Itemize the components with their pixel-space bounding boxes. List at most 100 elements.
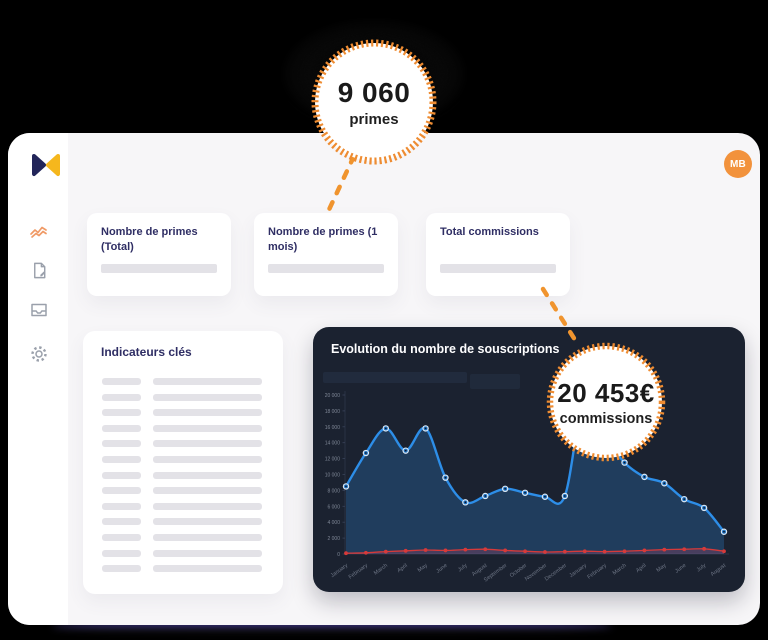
indicator-skeleton-row (83, 406, 283, 422)
y-tick-label: 2 000 (327, 536, 340, 542)
data-point-core (683, 498, 686, 501)
data-point-core (703, 506, 706, 509)
indicator-key-skeleton (102, 455, 141, 463)
stat-card-title: Nombre de primes (Total) (101, 226, 198, 253)
indicator-skeleton-row (83, 562, 283, 578)
data-point-core (464, 501, 467, 504)
data-point (682, 547, 687, 552)
data-point (523, 549, 527, 554)
data-point (602, 549, 607, 554)
chart-legend-skeleton-2 (470, 374, 520, 389)
indicator-key-skeleton (102, 378, 141, 385)
stat-card-title: Total commissions (440, 226, 539, 238)
indicator-value-skeleton (153, 518, 262, 526)
indicators-skeleton-list (83, 375, 283, 578)
x-tick-label: January (569, 563, 589, 580)
indicator-value-skeleton (153, 565, 262, 573)
stat-value-skeleton (268, 264, 384, 273)
data-point-core (504, 487, 507, 490)
data-point-core (345, 485, 347, 488)
indicator-skeleton-row (83, 422, 283, 438)
callout-value: 20 453€ (557, 377, 655, 408)
user-avatar[interactable]: MB (724, 150, 752, 178)
indicator-skeleton-row (83, 391, 283, 407)
subscriptions-chart[interactable]: 20 000 18 000 16 000 14 000 12 000 10 000 8 00… (313, 327, 745, 592)
indicator-key-skeleton (102, 409, 141, 417)
indicator-key-skeleton (102, 502, 141, 510)
indicator-skeleton-row (83, 453, 283, 469)
data-point-core (643, 475, 646, 478)
indicator-key-skeleton (102, 518, 141, 526)
indicator-skeleton-row (83, 484, 283, 500)
sidebar-item-settings[interactable] (28, 343, 50, 365)
sidebar-item-dashboard[interactable] (28, 221, 50, 243)
indicator-key-skeleton (102, 393, 141, 401)
y-tick-label: 4 000 (327, 520, 340, 526)
x-tick-label: July (696, 563, 708, 574)
indicator-value-skeleton (153, 455, 262, 463)
indicator-skeleton-row (83, 500, 283, 516)
app-logo (32, 154, 60, 176)
stat-card-primes-month[interactable]: Nombre de primes (1 mois) (254, 213, 398, 296)
y-tick-label: 0 (337, 552, 340, 558)
sidebar (8, 133, 68, 625)
indicator-value-skeleton (153, 393, 262, 401)
indicator-value-skeleton (153, 409, 262, 417)
data-point-core (404, 449, 407, 452)
trending-icon (30, 226, 47, 238)
data-point (662, 547, 667, 552)
y-tick-label: 12 000 (325, 457, 341, 463)
data-point (722, 549, 726, 554)
stat-card-title: Nombre de primes (1 mois) (268, 226, 378, 253)
series-souscriptions-line (344, 392, 726, 533)
data-point (483, 547, 488, 552)
stat-card-primes-total[interactable]: Nombre de primes (Total) (87, 213, 231, 296)
data-point-core (424, 427, 427, 430)
callout-value: 9 060 (337, 76, 411, 108)
data-point (463, 547, 468, 552)
x-tick-label: June (674, 563, 687, 575)
y-tick-label: 6 000 (327, 504, 340, 510)
data-point-core (364, 452, 367, 454)
stat-card-total-commissions[interactable]: Total commissions (426, 213, 570, 296)
subscriptions-chart-card: Evolution du nombre de souscriptions 20 … (313, 327, 745, 592)
indicator-skeleton-row (83, 469, 283, 485)
data-point (344, 551, 348, 556)
callout-label: commissions (559, 410, 653, 427)
x-tick-label: December (544, 563, 568, 583)
indicator-skeleton-row (83, 531, 283, 547)
callout-commissions: 20 453€ commissions (544, 340, 668, 464)
chart-legend-skeleton (323, 372, 467, 383)
indicator-skeleton-row (83, 515, 283, 531)
indicator-key-skeleton (102, 533, 141, 541)
document-icon (33, 262, 45, 278)
indicator-key-skeleton (102, 471, 141, 479)
settings-icon (31, 346, 47, 362)
x-tick-label: February (348, 563, 370, 581)
data-point (702, 546, 707, 551)
x-tick-label: January (330, 563, 350, 580)
callout-ring (311, 39, 437, 165)
x-tick-label: April (396, 563, 408, 574)
indicator-skeleton-row (83, 375, 283, 391)
callout-primes: 9 060 primes (308, 36, 440, 168)
data-point-core (563, 495, 566, 497)
data-point-core (524, 491, 526, 494)
data-point-core (544, 495, 546, 498)
indicator-value-skeleton (153, 440, 262, 448)
data-point (403, 548, 408, 553)
sidebar-item-inbox[interactable] (28, 299, 50, 321)
data-point-core (384, 427, 387, 430)
series-souscriptions-area (346, 393, 724, 554)
callout-ring (546, 342, 666, 462)
data-point (423, 548, 428, 552)
data-point (363, 550, 368, 555)
x-tick-label: May (417, 563, 429, 574)
y-tick-label: 8 000 (327, 488, 340, 494)
data-point (642, 548, 647, 553)
series-serie-secondaire-area (346, 548, 724, 554)
x-tick-label: March (612, 563, 628, 577)
sidebar-item-contracts[interactable] (28, 259, 50, 281)
data-point (562, 549, 567, 554)
x-tick-label: August (710, 562, 728, 577)
